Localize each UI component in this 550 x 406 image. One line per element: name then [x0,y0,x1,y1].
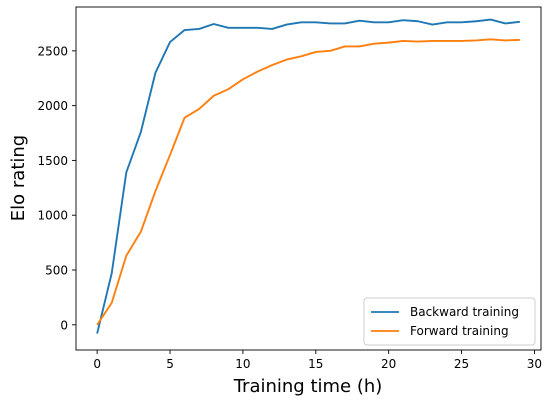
legend-label-forward: Forward training [410,324,509,338]
x-tick-label: 0 [93,357,101,371]
x-tick-label: 30 [527,357,542,371]
x-tick-label: 5 [166,357,174,371]
legend-label-backward: Backward training [410,305,519,319]
series-lines [97,20,520,334]
x-tick-label: 20 [381,357,396,371]
x-axis-title: Training time (h) [233,376,383,397]
y-tick-label: 500 [45,264,68,278]
y-tick-label: 2500 [37,44,68,58]
y-axis: 0 500 1000 1500 2000 2500 [37,44,76,332]
x-tick-label: 10 [235,357,250,371]
y-tick-label: 1500 [37,154,68,168]
y-axis-title: Elo rating [8,135,29,221]
x-tick-label: 25 [454,357,469,371]
x-axis: 0 5 10 15 20 25 30 [93,350,542,371]
y-tick-label: 2000 [37,99,68,113]
x-tick-label: 15 [308,357,323,371]
y-tick-label: 1000 [37,209,68,223]
legend: Backward training Forward training [364,298,535,345]
y-tick-label: 0 [60,318,68,332]
series-line-forward-training [97,39,520,324]
